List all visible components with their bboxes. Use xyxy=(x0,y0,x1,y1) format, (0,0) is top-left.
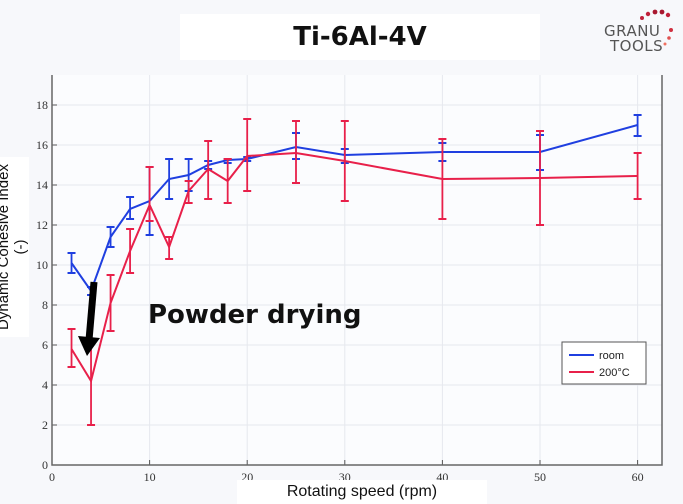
y-tick-label: 10 xyxy=(36,258,48,272)
x-tick-label: 60 xyxy=(632,470,644,484)
x-tick-label: 50 xyxy=(534,470,546,484)
chart-title: Ti-6Al-4V xyxy=(180,14,540,60)
plot-frame xyxy=(51,75,663,466)
annotation-arrow-head xyxy=(78,336,100,356)
y-tick-label: 2 xyxy=(42,418,48,432)
legend-box xyxy=(561,341,647,385)
y-tick-label: 14 xyxy=(36,178,48,192)
x-axis-label: Rotating speed (rpm) xyxy=(237,480,487,504)
x-tick-label: 0 xyxy=(49,470,55,484)
logo-text-granu: GRANU xyxy=(604,22,661,40)
legend-label: room xyxy=(599,350,624,362)
x-tick-label: 10 xyxy=(144,470,156,484)
y-tick-label: 0 xyxy=(42,458,48,472)
y-tick-label: 12 xyxy=(36,218,48,232)
y-axis-label: Dynamic Cohesive Index (-) xyxy=(0,157,29,337)
plot-background xyxy=(52,75,662,465)
y-tick-label: 18 xyxy=(36,98,48,112)
y-tick-label: 6 xyxy=(42,338,48,352)
y-tick-label: 4 xyxy=(42,378,48,392)
y-tick-label: 16 xyxy=(36,138,48,152)
logo-dots-icon xyxy=(640,9,673,46)
y-tick-label: 8 xyxy=(42,298,48,312)
annotation-text: Powder drying xyxy=(148,300,362,330)
granutools-logo: GRANU TOOLS xyxy=(600,6,680,56)
logo-text-tools: TOOLS xyxy=(610,37,664,55)
annotation-arrow-shaft xyxy=(85,281,98,341)
legend-label: 200°C xyxy=(599,367,630,379)
